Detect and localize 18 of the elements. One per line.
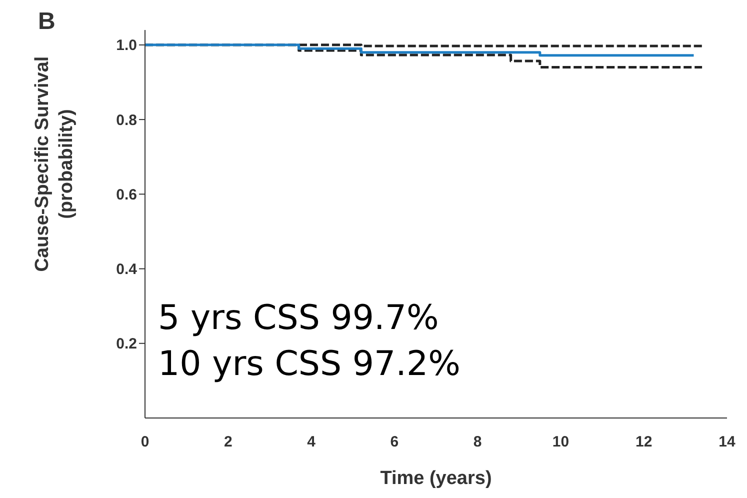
chart-title: B	[38, 8, 56, 36]
x-tick-label: 14	[718, 434, 736, 451]
y-tick-label: 1.0	[116, 37, 137, 54]
x-tick-label: 12	[636, 434, 652, 451]
x-tick-label: 6	[390, 434, 399, 451]
x-tick-label: 8	[473, 434, 482, 451]
x-tick-label: 0	[140, 434, 150, 451]
y-tick-label: 0.2	[116, 336, 137, 353]
x-tick-label: 4	[307, 434, 316, 451]
y-axis-title: Cause-Specific Survival (probability)	[32, 56, 77, 272]
annotation: 10 yrs CSS 97.2%	[158, 344, 460, 384]
x-tick-label: 10	[552, 434, 570, 451]
annotation: 5 yrs CSS 99.7%	[158, 298, 439, 338]
y-tick-label: 0.8	[116, 112, 137, 129]
x-axis-title: Time (years)	[380, 468, 492, 489]
y-tick-label: 0.6	[116, 186, 137, 204]
x-tick-label: 2	[224, 434, 232, 451]
y-tick-label: 0.4	[116, 261, 138, 278]
